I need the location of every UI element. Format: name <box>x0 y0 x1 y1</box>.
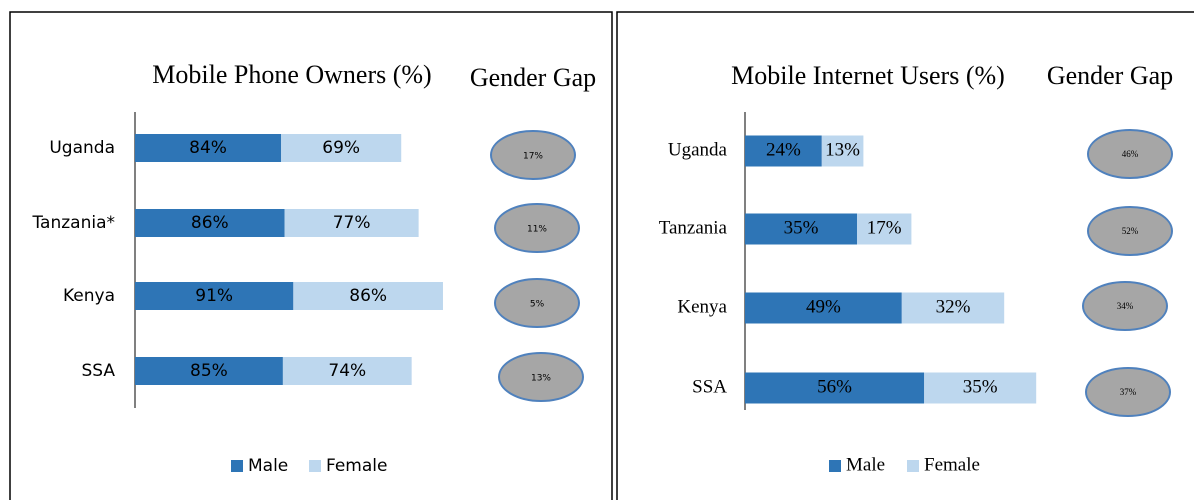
bar-segment <box>135 134 282 162</box>
bar-segment <box>293 282 443 310</box>
bar-segment <box>821 135 864 167</box>
gap-label: 13% <box>531 374 551 384</box>
value-label: 49% <box>806 296 841 317</box>
legend-swatch <box>907 460 919 472</box>
legend-label: Male <box>248 456 288 476</box>
annotation: Gender Gap <box>470 63 596 92</box>
value-label: 84% <box>189 138 227 158</box>
category-label: Kenya <box>63 286 115 306</box>
gap-ellipse <box>494 203 580 253</box>
bar-segment <box>745 372 925 404</box>
bar-segment <box>135 357 283 385</box>
bar-segment <box>745 292 902 324</box>
gap-ellipse <box>1082 281 1168 331</box>
gap-ellipse <box>498 352 584 402</box>
chart-left: Mobile Phone Owners (%) Gender Gap Uganda 8… <box>31 60 596 476</box>
gap-label: 37% <box>1120 387 1137 397</box>
value-label: 77% <box>333 213 371 233</box>
gap-label: 34% <box>1117 301 1134 311</box>
value-label: 32% <box>936 296 971 317</box>
value-label: 69% <box>322 138 360 158</box>
bar-segment <box>281 134 402 162</box>
value-label: 35% <box>963 376 998 397</box>
legend-swatch <box>231 460 243 472</box>
value-label: 35% <box>784 217 819 238</box>
gap-label: 5% <box>530 300 545 310</box>
gap-label: 46% <box>1122 149 1139 159</box>
legend-swatch <box>829 460 841 472</box>
panel-border <box>9 11 613 500</box>
gap-ellipse <box>1087 206 1173 256</box>
gap-ellipse <box>1087 129 1173 179</box>
gap-label: 52% <box>1122 226 1139 236</box>
bar-segment <box>282 357 412 385</box>
bar-segment <box>924 372 1037 404</box>
value-label: 86% <box>349 286 387 306</box>
gap-label: 11% <box>527 225 547 235</box>
bar-segment <box>284 209 419 237</box>
category-label: Uganda <box>49 138 115 158</box>
category-label: SSA <box>692 376 727 397</box>
gap-label: 17% <box>523 152 543 162</box>
chart-title: Mobile Internet Users (%) <box>731 61 1005 90</box>
value-label: 74% <box>328 361 366 381</box>
chart-right: Mobile Internet Users (%) Gender Gap Ugand… <box>659 61 1173 475</box>
bar-segment <box>135 282 294 310</box>
bar-segment <box>901 292 1005 324</box>
value-label: 24% <box>766 139 801 160</box>
bar-segment <box>857 213 912 245</box>
value-label: 85% <box>190 361 228 381</box>
legend-label: Female <box>924 454 980 475</box>
gap-ellipse <box>494 278 580 328</box>
category-label: Tanzania <box>659 217 728 238</box>
category-label: Tanzania* <box>31 213 115 233</box>
value-label: 17% <box>867 217 902 238</box>
value-label: 56% <box>817 376 852 397</box>
gap-ellipse <box>1085 367 1171 417</box>
value-label: 86% <box>191 213 229 233</box>
category-label: Kenya <box>677 296 727 317</box>
value-label: 13% <box>825 139 860 160</box>
category-label: SSA <box>81 361 115 381</box>
gap-ellipse <box>490 130 576 180</box>
chart-title: Mobile Phone Owners (%) <box>152 60 431 89</box>
value-label: 91% <box>195 286 233 306</box>
legend-label: Female <box>326 456 387 476</box>
legend-swatch <box>309 460 321 472</box>
bar-segment <box>745 213 857 245</box>
bar-segment <box>135 209 285 237</box>
legend-label: Male <box>846 454 885 475</box>
bar-segment <box>745 135 822 167</box>
panel-border <box>616 11 1194 500</box>
annotation: Gender Gap <box>1047 61 1173 90</box>
category-label: Uganda <box>668 139 728 160</box>
